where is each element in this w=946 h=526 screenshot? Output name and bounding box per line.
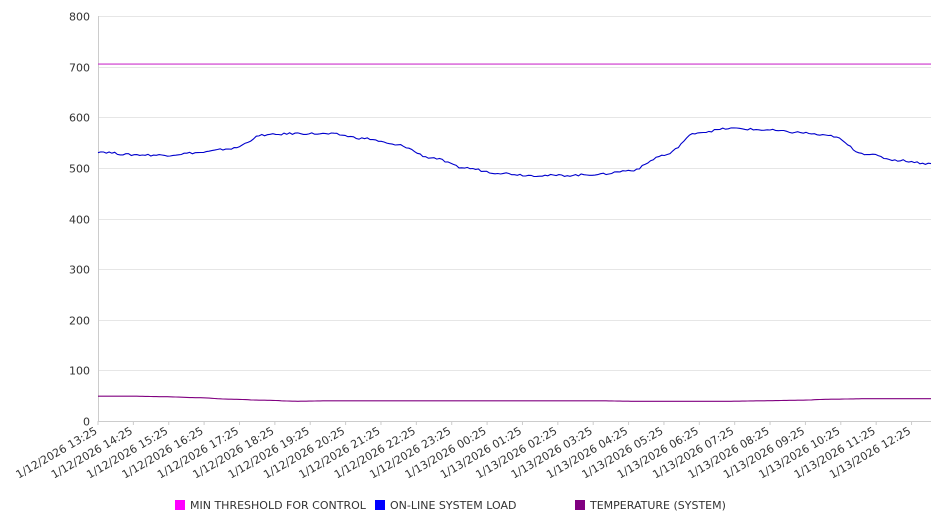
y-tick-label: 600 [69, 112, 90, 125]
legend-label-2: ON-LINE SYSTEM LOAD [390, 499, 516, 512]
series-line-2 [97, 127, 932, 178]
y-tick-label: 200 [69, 315, 90, 328]
legend-swatch-2 [375, 500, 385, 510]
legend: MIN THRESHOLD FOR CONTROL ON-LINE SYSTEM … [175, 499, 726, 512]
legend-label-1: MIN THRESHOLD FOR CONTROL [190, 499, 367, 512]
legend-swatch-1 [175, 500, 185, 510]
y-axis-tick-labels: 0 100 200 300 400 500 600 700 800 [69, 11, 90, 429]
grid-lines [98, 16, 931, 371]
y-tick-label: 100 [69, 365, 90, 378]
y-tick-label: 300 [69, 264, 90, 277]
y-tick-label: 700 [69, 62, 90, 75]
series-line-3 [98, 395, 931, 402]
axes [97, 16, 931, 425]
legend-swatch-3 [575, 500, 585, 510]
legend-label-3: TEMPERATURE (SYSTEM) [589, 499, 726, 512]
y-tick-label: 0 [83, 416, 90, 429]
y-tick-label: 400 [69, 214, 90, 227]
series-lines [97, 63, 932, 402]
y-tick-label: 500 [69, 163, 90, 176]
y-tick-label: 800 [69, 11, 90, 24]
x-axis-tick-labels: 1/12/2026 13:251/12/2026 14:251/12/2026 … [14, 424, 913, 481]
